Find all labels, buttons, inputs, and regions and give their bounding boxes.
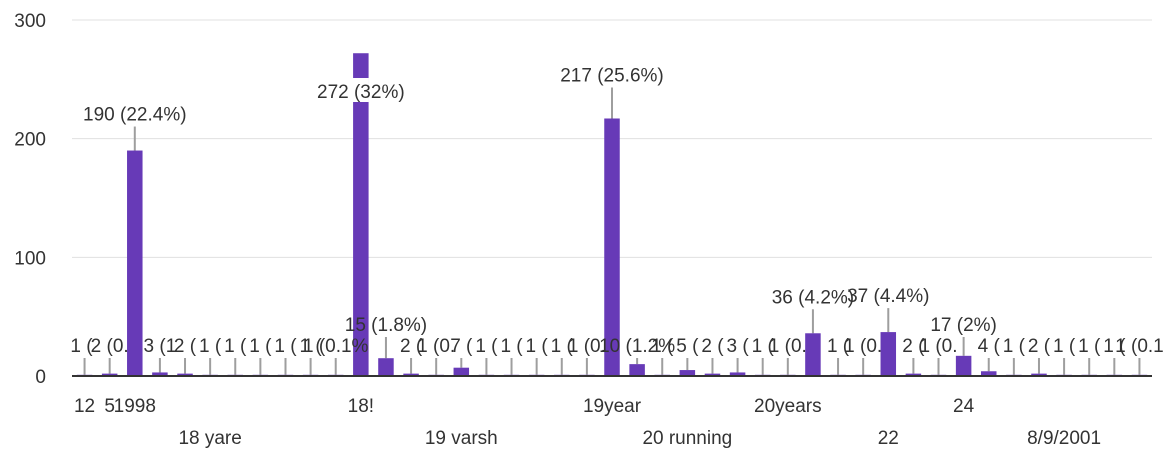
data-label: 1 ( xyxy=(827,336,850,357)
data-labels: 1 (2 (0.190 (22.4%)3 (12 (1 (1 (1 (1 (1 … xyxy=(70,65,1163,357)
data-label: 1 (0. xyxy=(568,336,606,357)
data-label: 1 ( xyxy=(551,336,574,357)
x-tick-label: 18! xyxy=(348,396,374,417)
data-label: 272 (32%) xyxy=(317,82,405,103)
x-tick-label: 24 xyxy=(953,396,975,417)
x-tick-label: 22 xyxy=(878,428,899,449)
bar xyxy=(880,332,897,376)
data-label: 1 ( xyxy=(224,336,247,357)
data-label: 2 ( xyxy=(701,336,724,357)
data-label: 217 (25.6%) xyxy=(560,65,664,86)
data-label: 2 ( xyxy=(902,336,925,357)
bar xyxy=(905,373,922,376)
bar xyxy=(955,355,972,376)
bar xyxy=(980,371,997,376)
bar xyxy=(152,372,168,376)
data-label: 37 (4.4%) xyxy=(847,286,929,307)
x-tick-label: 19year xyxy=(583,396,642,417)
bar xyxy=(177,373,193,376)
data-label: 1 (0.1 xyxy=(1115,336,1164,357)
data-label: 1 ( xyxy=(199,336,222,357)
bar xyxy=(101,373,118,376)
y-axis: 0 100 200 300 xyxy=(14,11,46,388)
y-tick-label: 100 xyxy=(14,248,46,269)
bar xyxy=(704,373,721,376)
x-tick-label: 18 yare xyxy=(178,428,241,449)
bar xyxy=(729,372,746,376)
data-label: 2 ( xyxy=(400,336,423,357)
data-label: 1 ( xyxy=(274,336,297,357)
bar xyxy=(127,150,143,376)
data-label: 4 ( xyxy=(978,336,1001,357)
y-tick-label: 0 xyxy=(35,367,46,388)
x-tick-label: 12 xyxy=(74,396,95,417)
data-label-backdrop xyxy=(352,78,369,102)
y-tick-label: 200 xyxy=(14,130,46,151)
data-label: 3 ( xyxy=(726,336,749,357)
data-label: 10 (1.2% xyxy=(599,336,675,357)
bar xyxy=(378,358,394,376)
data-label: 1 ( xyxy=(500,336,523,357)
data-label: 1 ( xyxy=(1103,336,1126,357)
data-label: 1 ( xyxy=(475,336,498,357)
data-label: 2 ( xyxy=(174,336,197,357)
data-label: 1 (0. xyxy=(417,336,455,357)
data-label: 1 ( xyxy=(526,336,549,357)
data-label: 1 ( xyxy=(300,336,323,357)
bar xyxy=(353,53,369,377)
bar xyxy=(629,364,645,376)
data-label: 1 ( xyxy=(651,336,674,357)
bar xyxy=(679,370,696,376)
data-label: 1 ( xyxy=(1003,336,1026,357)
data-label: 1 ( xyxy=(70,336,93,357)
x-tick-label: 20 running xyxy=(642,428,732,449)
bar xyxy=(453,367,470,376)
bar xyxy=(403,373,419,376)
bars xyxy=(76,53,1148,377)
data-label: 1 (0.1% xyxy=(303,336,369,357)
data-label: 17 (2%) xyxy=(930,315,997,336)
data-label: 1 (0. xyxy=(769,336,807,357)
x-tick-label: 8/9/2001 xyxy=(1027,428,1101,449)
data-label: 2 ( xyxy=(1028,336,1051,357)
data-label: 7 ( xyxy=(450,336,473,357)
data-label: 36 (4.2%) xyxy=(772,287,854,308)
x-tick-label: 5 xyxy=(104,396,115,417)
data-label: 1 ( xyxy=(1053,336,1076,357)
data-label: 1 ( xyxy=(249,336,272,357)
x-tick-label: 20years xyxy=(754,396,822,417)
data-label: 15 (1.8%) xyxy=(345,315,427,336)
data-label: 2 (0. xyxy=(91,336,129,357)
x-tick-label: 1998 xyxy=(114,396,156,417)
data-label: 190 (22.4%) xyxy=(83,105,187,126)
bar xyxy=(604,118,620,376)
data-label: 1 ( xyxy=(752,336,775,357)
data-label: 1 ( xyxy=(1078,336,1101,357)
data-label: 5 ( xyxy=(676,336,699,357)
x-tick-label: 19 varsh xyxy=(425,428,498,449)
y-tick-label: 300 xyxy=(14,11,46,32)
bar xyxy=(805,333,821,376)
data-label: 1 (0. xyxy=(844,336,882,357)
label-leader-lines xyxy=(83,87,1141,375)
data-label: 3 (1 xyxy=(144,336,177,357)
bar xyxy=(1031,373,1047,376)
data-label: 1 (0. xyxy=(919,336,957,357)
